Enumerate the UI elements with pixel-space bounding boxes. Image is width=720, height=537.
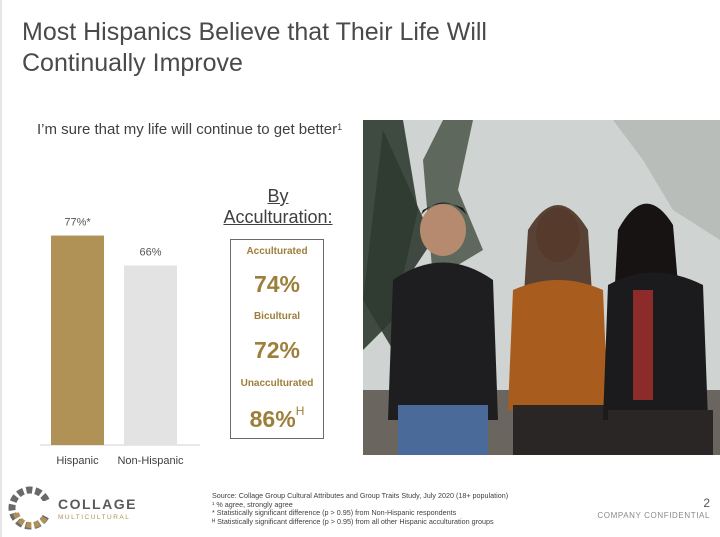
bar-hispanic <box>51 235 104 445</box>
photo-image <box>363 120 720 455</box>
survey-question-text: I’m sure that my life will continue to g… <box>37 121 338 138</box>
footnote-line: * Statistically significant difference (… <box>212 508 457 518</box>
bicultural-label: Bicultural <box>253 311 301 322</box>
confidential-label: COMPANY CONFIDENTIAL <box>597 511 710 520</box>
logo-subtitle: MULTICULTURAL <box>58 514 131 521</box>
footnote-line: ᴴ Statistically significant difference (… <box>212 516 494 526</box>
logo-wordmark: COLLAGE <box>58 496 137 512</box>
significance-mark: H <box>295 404 305 418</box>
source-notes: Source: Collage Group Cultural Attribute… <box>212 491 592 526</box>
acculturated-value: 74% <box>253 271 301 297</box>
bar-chart-svg: 77%* Hispanic 66% Non-Hispanic <box>40 217 200 467</box>
footnote-line: ¹ % agree, strongly agree <box>212 499 293 509</box>
slide-title: Most Hispanics Believe that Their Life W… <box>22 17 542 79</box>
acculturated-label: Acculturated <box>246 246 308 257</box>
unacculturated-label: Unacculturated <box>240 378 314 389</box>
acculturation-box: Acculturated 74% Bicultural 72% Unaccult… <box>230 239 324 439</box>
photo-illustration <box>363 120 720 455</box>
slide-title-line2: Continually Improve <box>22 49 243 77</box>
unacculturated-value: 86%H <box>249 404 305 432</box>
left-edge-rule <box>0 0 2 537</box>
page-number: 2 <box>703 496 710 510</box>
bar-non-hispanic <box>124 265 177 445</box>
slide-title-line1: Most Hispanics Believe that Their Life W… <box>22 18 487 46</box>
bicultural-value: 72% <box>253 337 301 363</box>
survey-question: I’m sure that my life will continue to g… <box>37 120 347 139</box>
footnote-mark: 1 <box>337 122 343 132</box>
collage-logo-icon <box>8 486 52 530</box>
category-label: Non-Hispanic <box>117 455 184 467</box>
source-line: Source: Collage Group Cultural Attribute… <box>212 491 509 500</box>
acculturation-heading-line2: Acculturation: <box>223 207 333 227</box>
acculturation-heading-line1: By <box>267 186 289 206</box>
bar-chart: 77%* Hispanic 66% Non-Hispanic <box>40 205 200 475</box>
bar-value-label: 77%* <box>64 217 91 229</box>
bar-value-label: 66% <box>139 246 161 258</box>
acculturation-heading: By Acculturation: <box>218 186 338 228</box>
category-label: Hispanic <box>56 455 99 467</box>
